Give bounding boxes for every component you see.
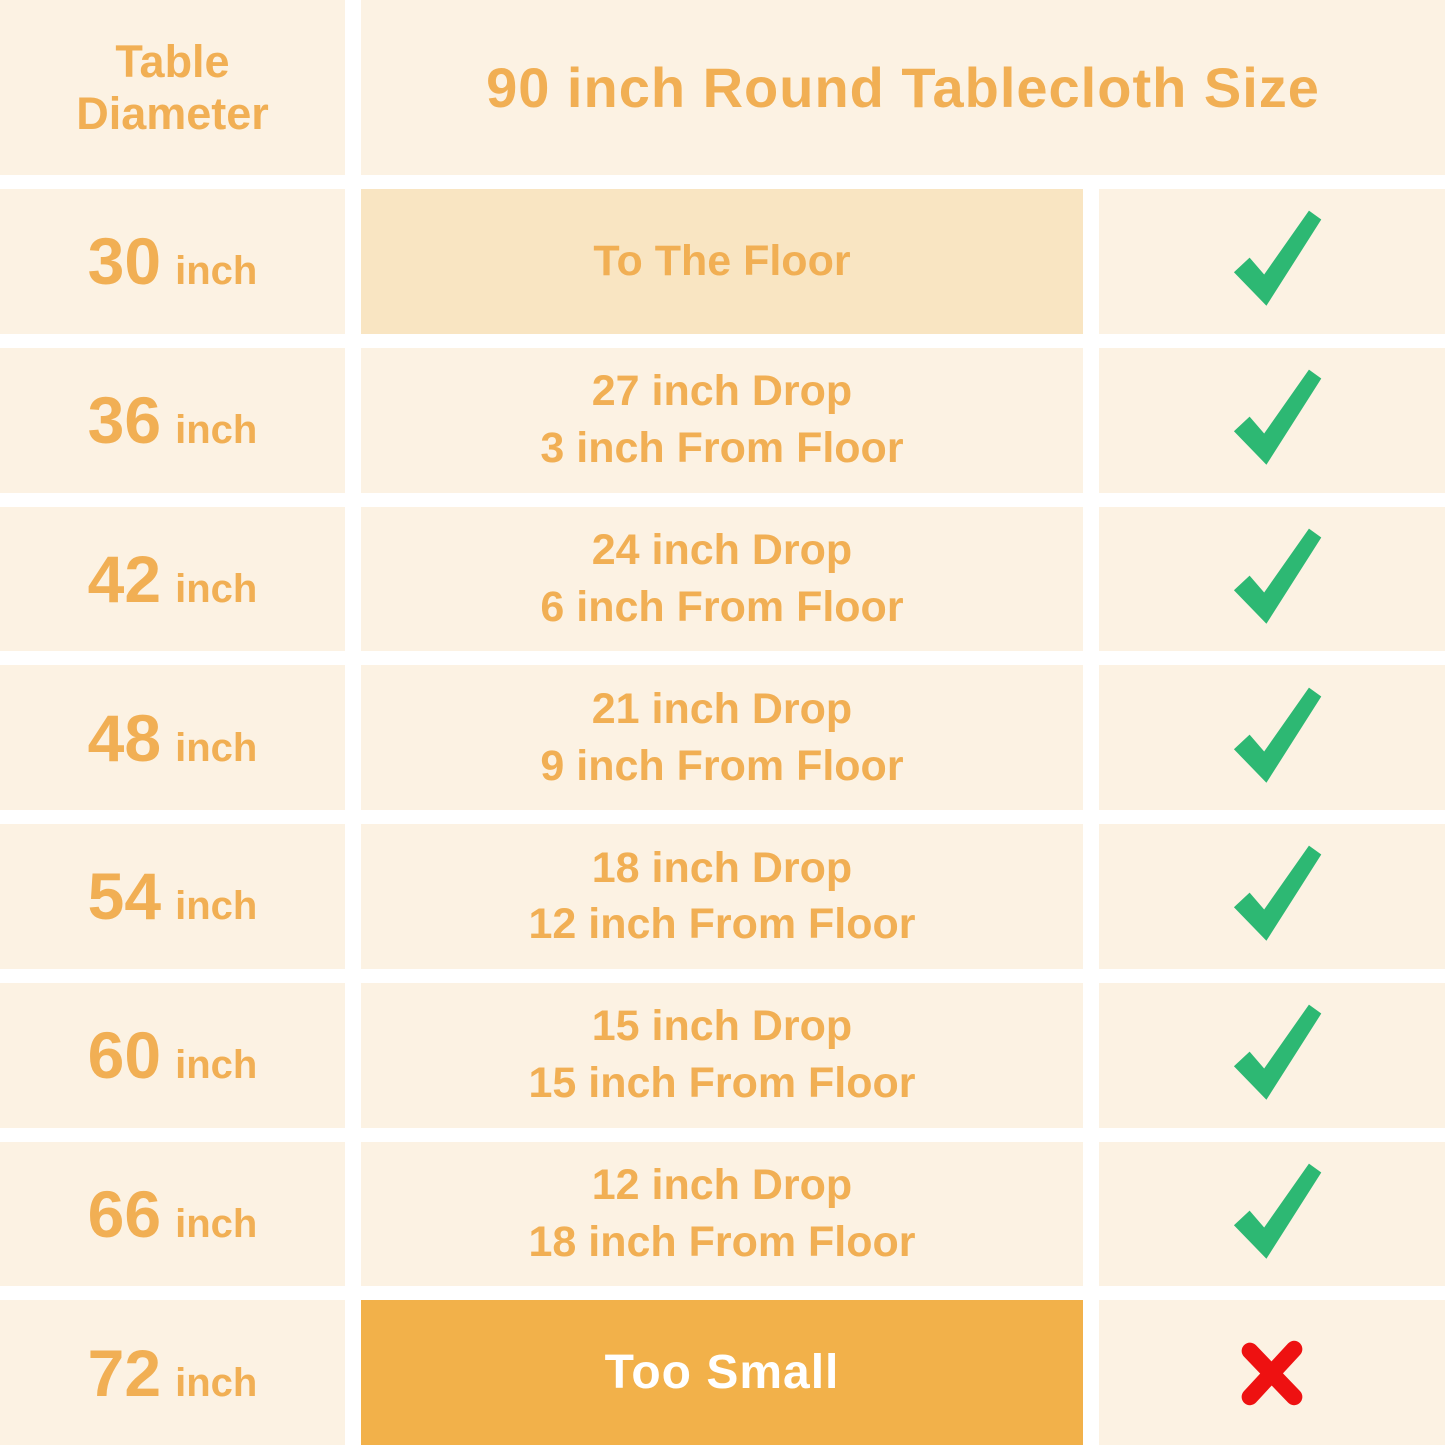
diameter-unit: inch: [175, 725, 258, 770]
result-cell-30: [1099, 189, 1445, 334]
diameter-value: 60: [87, 1018, 162, 1093]
fit-cell-54: 18 inch Drop 12 inch From Floor: [361, 824, 1083, 969]
diameter-unit: inch: [175, 249, 258, 294]
fit-line1: 21 inch Drop: [591, 684, 853, 733]
header-tablecloth-size-label: 90 inch Round Tablecloth Size: [486, 56, 1320, 119]
fit-line2: 6 inch From Floor: [540, 582, 904, 631]
diameter-unit: inch: [175, 1360, 258, 1405]
fit-cell-66: 12 inch Drop 18 inch From Floor: [361, 1141, 1083, 1287]
result-cell-66: [1099, 1141, 1445, 1287]
diameter-unit: inch: [175, 884, 258, 929]
fit-line2: 15 inch From Floor: [528, 1059, 916, 1108]
diameter-value: 72: [87, 1335, 162, 1410]
diameter-value: 42: [87, 541, 162, 616]
check-icon: [1233, 369, 1322, 465]
fit-cell-36: 27 inch Drop 3 inch From Floor: [361, 347, 1083, 493]
diameter-cell-66: 66 inch: [0, 1141, 345, 1287]
fit-cell-72: Too Small: [361, 1300, 1083, 1445]
fit-line1: 18 inch Drop: [591, 843, 853, 892]
fit-line1: 15 inch Drop: [591, 1002, 853, 1051]
diameter-cell-36: 36 inch: [0, 347, 345, 493]
fit-line2: 9 inch From Floor: [540, 741, 904, 790]
diameter-value: 30: [87, 224, 162, 299]
fit-line2: 12 inch From Floor: [528, 900, 916, 949]
fit-cell-48: 21 inch Drop 9 inch From Floor: [361, 665, 1083, 810]
check-icon: [1233, 845, 1322, 942]
result-cell-54: [1099, 824, 1445, 969]
result-cell-48: [1099, 665, 1445, 810]
check-icon: [1233, 1004, 1322, 1100]
diameter-value: 48: [87, 700, 162, 775]
diameter-value: 36: [87, 383, 162, 458]
diameter-unit: inch: [175, 408, 258, 453]
header-table-diameter-label: Table Diameter: [76, 35, 269, 139]
fit-cell-42: 24 inch Drop 6 inch From Floor: [361, 506, 1083, 652]
check-icon: [1233, 1163, 1322, 1259]
fit-cell-30: To The Floor: [361, 189, 1083, 334]
fit-line2: 3 inch From Floor: [540, 424, 904, 473]
check-icon: [1233, 687, 1322, 783]
diameter-unit: inch: [175, 1201, 258, 1246]
result-cell-72: [1099, 1300, 1445, 1445]
fit-cell-60: 15 inch Drop 15 inch From Floor: [361, 982, 1083, 1128]
diameter-cell-72: 72 inch: [0, 1300, 345, 1445]
diameter-value: 66: [87, 1176, 162, 1251]
header-table-diameter: Table Diameter: [0, 0, 345, 175]
fit-line1: 27 inch Drop: [591, 367, 853, 416]
diameter-cell-60: 60 inch: [0, 982, 345, 1128]
cross-icon: [1241, 1340, 1303, 1405]
diameter-cell-48: 48 inch: [0, 665, 345, 810]
fit-line1: 12 inch Drop: [591, 1161, 853, 1210]
fit-line1: To The Floor: [593, 237, 851, 285]
check-icon: [1233, 210, 1322, 307]
diameter-unit: inch: [175, 1043, 258, 1088]
fit-line2: 18 inch From Floor: [528, 1217, 916, 1266]
result-cell-42: [1099, 506, 1445, 652]
result-cell-60: [1099, 982, 1445, 1128]
diameter-value: 54: [87, 859, 162, 934]
header-tablecloth-size: 90 inch Round Tablecloth Size: [361, 0, 1445, 175]
diameter-cell-42: 42 inch: [0, 506, 345, 652]
check-icon: [1233, 528, 1322, 624]
result-cell-36: [1099, 347, 1445, 493]
diameter-unit: inch: [175, 566, 258, 611]
fit-line1: Too Small: [604, 1346, 840, 1400]
diameter-cell-30: 30 inch: [0, 189, 345, 334]
diameter-cell-54: 54 inch: [0, 824, 345, 969]
fit-line1: 24 inch Drop: [591, 526, 853, 575]
